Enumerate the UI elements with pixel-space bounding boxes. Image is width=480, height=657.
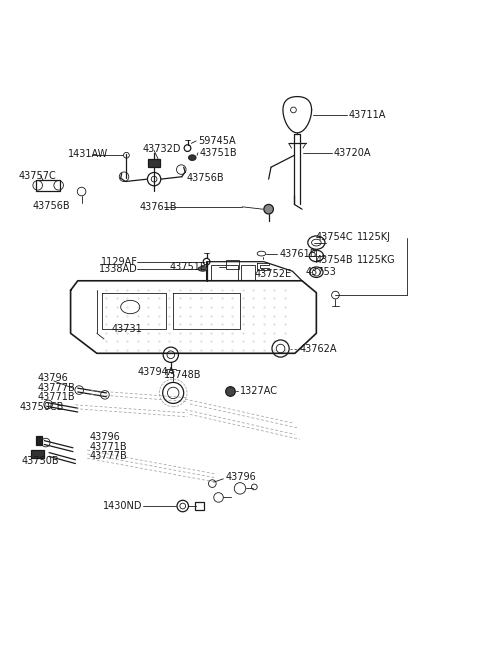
Text: 43731: 43731 (111, 325, 142, 334)
Text: 43754B: 43754B (315, 255, 353, 265)
Text: 43777B: 43777B (90, 451, 127, 461)
Ellipse shape (189, 155, 196, 160)
Text: 1327AC: 1327AC (240, 386, 278, 396)
Bar (36, 436, 42, 445)
Text: 43732D: 43732D (142, 144, 180, 154)
Text: 43750B: 43750B (22, 456, 59, 466)
Bar (211, 265, 238, 280)
Bar (31, 449, 44, 459)
Text: 1338AD: 1338AD (99, 264, 137, 274)
Text: 13748B: 13748B (164, 370, 201, 380)
Bar (226, 260, 239, 269)
Text: 43751B: 43751B (199, 148, 237, 158)
Text: 43752E: 43752E (254, 269, 291, 279)
Text: 43750CB: 43750CB (20, 402, 64, 412)
Text: 43754C: 43754C (315, 232, 353, 242)
Text: 43761B: 43761B (140, 202, 177, 212)
Bar (195, 502, 204, 510)
Bar (148, 158, 160, 167)
Text: 43796: 43796 (90, 432, 120, 442)
Text: 1430ND: 1430ND (103, 501, 142, 511)
Text: 43771B: 43771B (37, 392, 75, 402)
Text: 1125KG: 1125KG (357, 255, 396, 265)
Text: 43711A: 43711A (349, 110, 386, 120)
Circle shape (264, 204, 274, 214)
Text: 43753: 43753 (306, 267, 337, 277)
Circle shape (226, 387, 235, 396)
Text: 43751E: 43751E (169, 262, 206, 273)
Text: 43757C: 43757C (18, 171, 56, 181)
Bar (241, 265, 255, 280)
Text: 59745A: 59745A (198, 136, 236, 146)
Bar (36, 179, 60, 191)
Text: 43756B: 43756B (187, 173, 224, 183)
Text: 43777B: 43777B (37, 382, 75, 393)
Text: 43756B: 43756B (33, 201, 70, 211)
Text: 1431AW: 1431AW (68, 149, 108, 159)
Ellipse shape (198, 267, 207, 271)
Text: 1125KJ: 1125KJ (357, 232, 391, 242)
Text: 43796: 43796 (37, 373, 68, 383)
Text: 43762A: 43762A (299, 344, 336, 353)
Text: 43771B: 43771B (90, 442, 127, 452)
Text: 43794A: 43794A (137, 367, 175, 377)
Text: 43720A: 43720A (334, 148, 371, 158)
Text: 1129AF: 1129AF (100, 257, 137, 267)
Text: 43796: 43796 (226, 472, 256, 482)
Text: 43761B: 43761B (279, 248, 317, 259)
